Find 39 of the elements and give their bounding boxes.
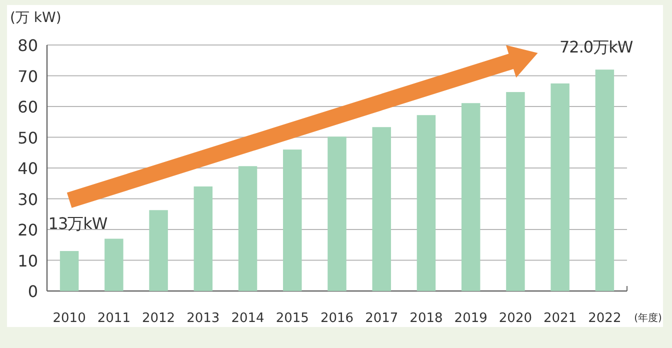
bar [149, 210, 168, 291]
bar [461, 103, 480, 291]
bar [60, 251, 79, 291]
bar [194, 186, 213, 291]
x-tick-label: 2015 [276, 311, 309, 326]
bar [506, 92, 525, 291]
y-tick-label: 60 [18, 98, 38, 116]
y-tick-label: 70 [18, 66, 38, 86]
y-tick-label: 30 [18, 190, 38, 209]
x-tick-label: 2017 [365, 311, 398, 326]
x-tick-label: 2013 [186, 311, 220, 326]
x-tick-label: 2022 [588, 311, 622, 326]
y-tick-label: 40 [18, 159, 38, 178]
x-tick-label: 2019 [454, 311, 488, 326]
x-tick-label: 2012 [142, 311, 176, 326]
bar [283, 150, 302, 291]
bar [550, 83, 570, 291]
y-tick-label: 50 [18, 128, 38, 148]
y-tick-label: 10 [18, 251, 38, 270]
x-tick-label: 2011 [97, 311, 130, 326]
x-tick-label: 2016 [320, 311, 354, 326]
bar [372, 127, 391, 291]
x-tick-label: 2018 [410, 311, 443, 326]
bar [595, 70, 614, 291]
bar [416, 115, 436, 291]
x-tick-label: 2021 [544, 311, 577, 326]
x-tick-label: 2010 [52, 311, 86, 326]
annotation: 72.0万kW [559, 38, 634, 57]
bar [328, 136, 346, 291]
annotation: 13万kW [48, 214, 108, 234]
y-tick-label: 80 [18, 36, 38, 55]
x-tick-label: 2014 [231, 311, 264, 326]
x-tick-label: 2020 [498, 311, 532, 326]
y-tick-label: 20 [18, 220, 38, 240]
bar [238, 166, 258, 291]
bar [104, 238, 124, 291]
x-axis-title: (年度) [634, 312, 662, 324]
y-tick-label: 0 [28, 282, 38, 301]
y-axis-title: (万 kW) [10, 10, 62, 26]
